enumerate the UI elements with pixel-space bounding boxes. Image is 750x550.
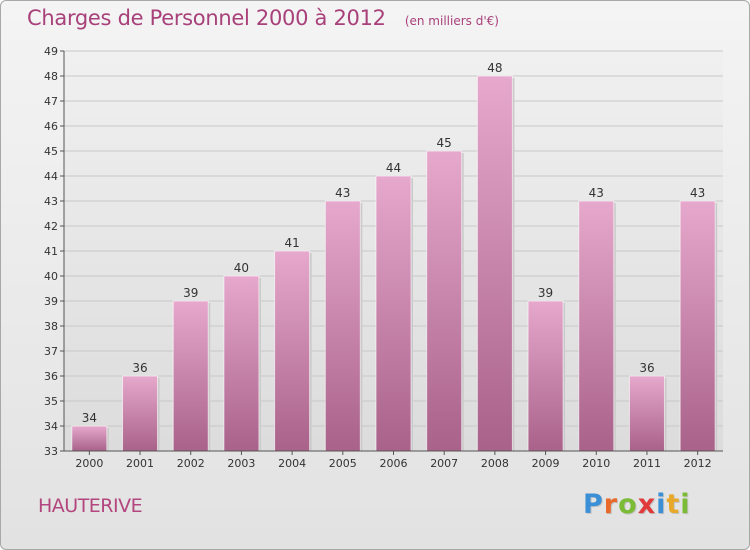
value-label: 39 xyxy=(538,286,553,300)
value-labels: 34 36 39 40 41 43 44 45 48 39 43 36 43 xyxy=(82,61,706,425)
x-tick-label: 2000 xyxy=(75,457,103,470)
proxiti-logo[interactable]: Proxiti xyxy=(583,489,691,520)
value-label: 43 xyxy=(335,186,350,200)
x-tick-label: 2012 xyxy=(684,457,712,470)
bar xyxy=(628,375,665,452)
y-tick-label: 43 xyxy=(44,195,58,208)
bar xyxy=(375,175,412,452)
logo-letter: x xyxy=(637,489,657,520)
logo-letter: i xyxy=(680,489,691,520)
y-tick-label: 34 xyxy=(44,420,58,433)
chart-title: Charges de Personnel 2000 à 2012 xyxy=(27,6,386,30)
bar xyxy=(578,200,615,452)
value-label: 34 xyxy=(82,411,97,425)
title-line: Charges de Personnel 2000 à 2012 (en mil… xyxy=(27,6,499,30)
y-tick-label: 45 xyxy=(44,145,58,158)
x-tick-labels: 2000 2001 2002 2003 2004 2005 2006 2007 2008 2009… xyxy=(75,457,711,470)
y-tick-label: 47 xyxy=(44,95,58,108)
value-label: 40 xyxy=(234,261,249,275)
bar xyxy=(274,250,311,452)
y-tick-label: 33 xyxy=(44,445,58,458)
y-tick-label: 38 xyxy=(44,320,58,333)
y-tick-label: 44 xyxy=(44,170,58,183)
y-tick-label: 39 xyxy=(44,295,58,308)
value-label: 44 xyxy=(386,161,401,175)
y-tick-label: 41 xyxy=(44,245,58,258)
x-tick-label: 2008 xyxy=(481,457,509,470)
y-tick-label: 35 xyxy=(44,395,58,408)
x-tick-label: 2010 xyxy=(582,457,610,470)
value-label: 48 xyxy=(487,61,502,75)
town-name: HAUTERIVE xyxy=(38,495,143,517)
x-tick-label: 2003 xyxy=(227,457,255,470)
y-tick-label: 49 xyxy=(44,45,58,58)
value-label: 45 xyxy=(437,136,452,150)
y-tick-labels: 33 34 35 36 37 38 39 40 41 42 43 44 45 46 47 48 49 xyxy=(44,45,58,458)
bar xyxy=(324,200,361,452)
bars xyxy=(71,75,718,452)
x-tick-label: 2011 xyxy=(633,457,661,470)
bar xyxy=(527,300,564,452)
x-tick-label: 2006 xyxy=(380,457,408,470)
y-tick-label: 42 xyxy=(44,220,58,233)
bar xyxy=(476,75,513,452)
x-tick-label: 2005 xyxy=(329,457,357,470)
value-label: 39 xyxy=(183,286,198,300)
value-label: 43 xyxy=(589,186,604,200)
value-label: 43 xyxy=(690,186,705,200)
bar xyxy=(71,425,108,452)
axes xyxy=(60,50,723,455)
chart-subtitle: (en milliers d'€) xyxy=(404,14,499,28)
x-tick-label: 2002 xyxy=(177,457,205,470)
x-tick-label: 2001 xyxy=(126,457,154,470)
value-label: 36 xyxy=(639,361,654,375)
bar xyxy=(172,300,209,452)
y-tick-label: 37 xyxy=(44,345,58,358)
y-tick-label: 46 xyxy=(44,120,58,133)
logo-letter: o xyxy=(618,489,638,520)
value-label: 36 xyxy=(132,361,147,375)
x-tick-label: 2009 xyxy=(532,457,560,470)
x-tick-label: 2004 xyxy=(278,457,306,470)
y-tick-label: 48 xyxy=(44,70,58,83)
x-tick-label: 2007 xyxy=(430,457,458,470)
bar xyxy=(679,200,716,452)
logo-letter: t xyxy=(666,489,681,520)
logo-letter: P xyxy=(583,489,604,520)
logo-letter: i xyxy=(656,489,667,520)
bar xyxy=(122,375,159,452)
bar xyxy=(223,275,260,452)
value-label: 41 xyxy=(284,236,299,250)
y-tick-label: 40 xyxy=(44,270,58,283)
y-tick-label: 36 xyxy=(44,370,58,383)
logo-letter: r xyxy=(603,489,619,520)
bar xyxy=(426,150,463,452)
